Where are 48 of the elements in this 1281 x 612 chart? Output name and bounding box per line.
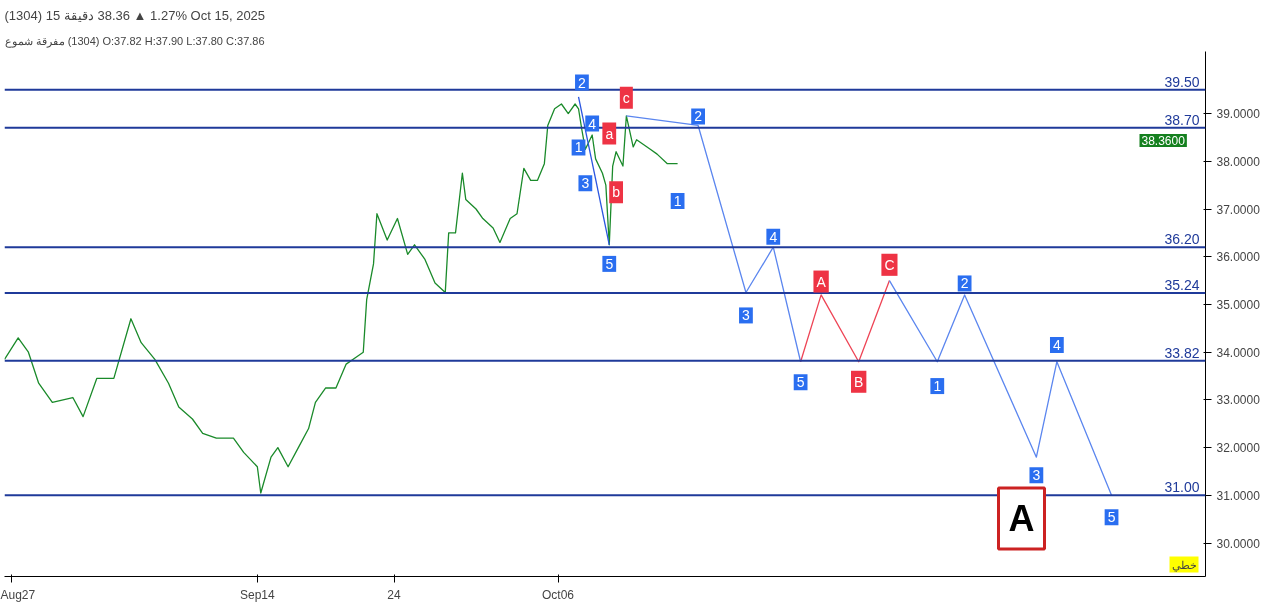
annotation: 3 (1032, 467, 1041, 484)
annotation: b (612, 184, 621, 201)
line-series (888, 279, 1113, 497)
annotation: 38.3600 (1141, 134, 1186, 148)
annotation: 4 (769, 228, 778, 245)
x-tick-label: Aug27 (0, 587, 36, 602)
chart-subtitle: شموع مفرقة (1304) O:37.82 H:37.90 L:37.80 C:37.86 (4, 34, 265, 48)
line-series (4, 103, 679, 494)
annotation: A (1008, 498, 1035, 539)
annotation: 3 (742, 307, 751, 324)
annotation: 1 (574, 139, 583, 156)
annotation: a (605, 125, 614, 142)
y-tick-label: 36.0000 (1216, 250, 1261, 265)
x-tick-label: Sep14 (239, 587, 276, 602)
annotation: 5 (1107, 509, 1116, 526)
annotation: C (884, 256, 895, 273)
annotation: 5 (796, 374, 805, 391)
ref-line-label: 35.24 (1164, 277, 1200, 293)
y-tick-label: 33.0000 (1216, 393, 1261, 408)
annotation: A (816, 273, 827, 290)
annotation: خطي (1171, 558, 1197, 572)
y-tick-label: 34.0000 (1216, 345, 1261, 360)
annotation: B (854, 373, 864, 390)
y-tick-label: 30.0000 (1216, 536, 1261, 551)
y-tick-label: 38.0000 (1216, 154, 1261, 169)
y-tick-label: 37.0000 (1216, 202, 1261, 217)
annotation: 2 (960, 275, 969, 292)
chart-title: (1304) 15 دقيقة 38.36 ▲ 1.27% Oct 15, 2025 (4, 7, 266, 23)
ref-line-label: 36.20 (1164, 231, 1200, 248)
x-tick-label: 24 (387, 587, 402, 602)
annotation: 5 (605, 255, 614, 272)
y-tick-label: 31.0000 (1216, 488, 1261, 503)
ref-line-label: 38.70 (1164, 111, 1200, 128)
annotation: 2 (578, 74, 587, 91)
annotation: 2 (694, 108, 703, 125)
ref-line-label: 33.82 (1164, 344, 1200, 361)
annotation: 4 (588, 115, 597, 132)
ref-line-label: 39.50 (1164, 73, 1200, 90)
y-tick-label: 39.0000 (1216, 107, 1261, 122)
annotation: c (622, 89, 630, 106)
y-tick-label: 35.0000 (1216, 297, 1261, 312)
annotation: 3 (581, 175, 590, 192)
annotation: 4 (1052, 337, 1061, 354)
ref-line-label: 31.00 (1164, 479, 1200, 496)
annotation: 1 (933, 378, 942, 395)
y-tick-label: 32.0000 (1216, 441, 1261, 456)
annotation: 1 (673, 192, 682, 209)
x-tick-label: Oct06 (542, 587, 575, 602)
